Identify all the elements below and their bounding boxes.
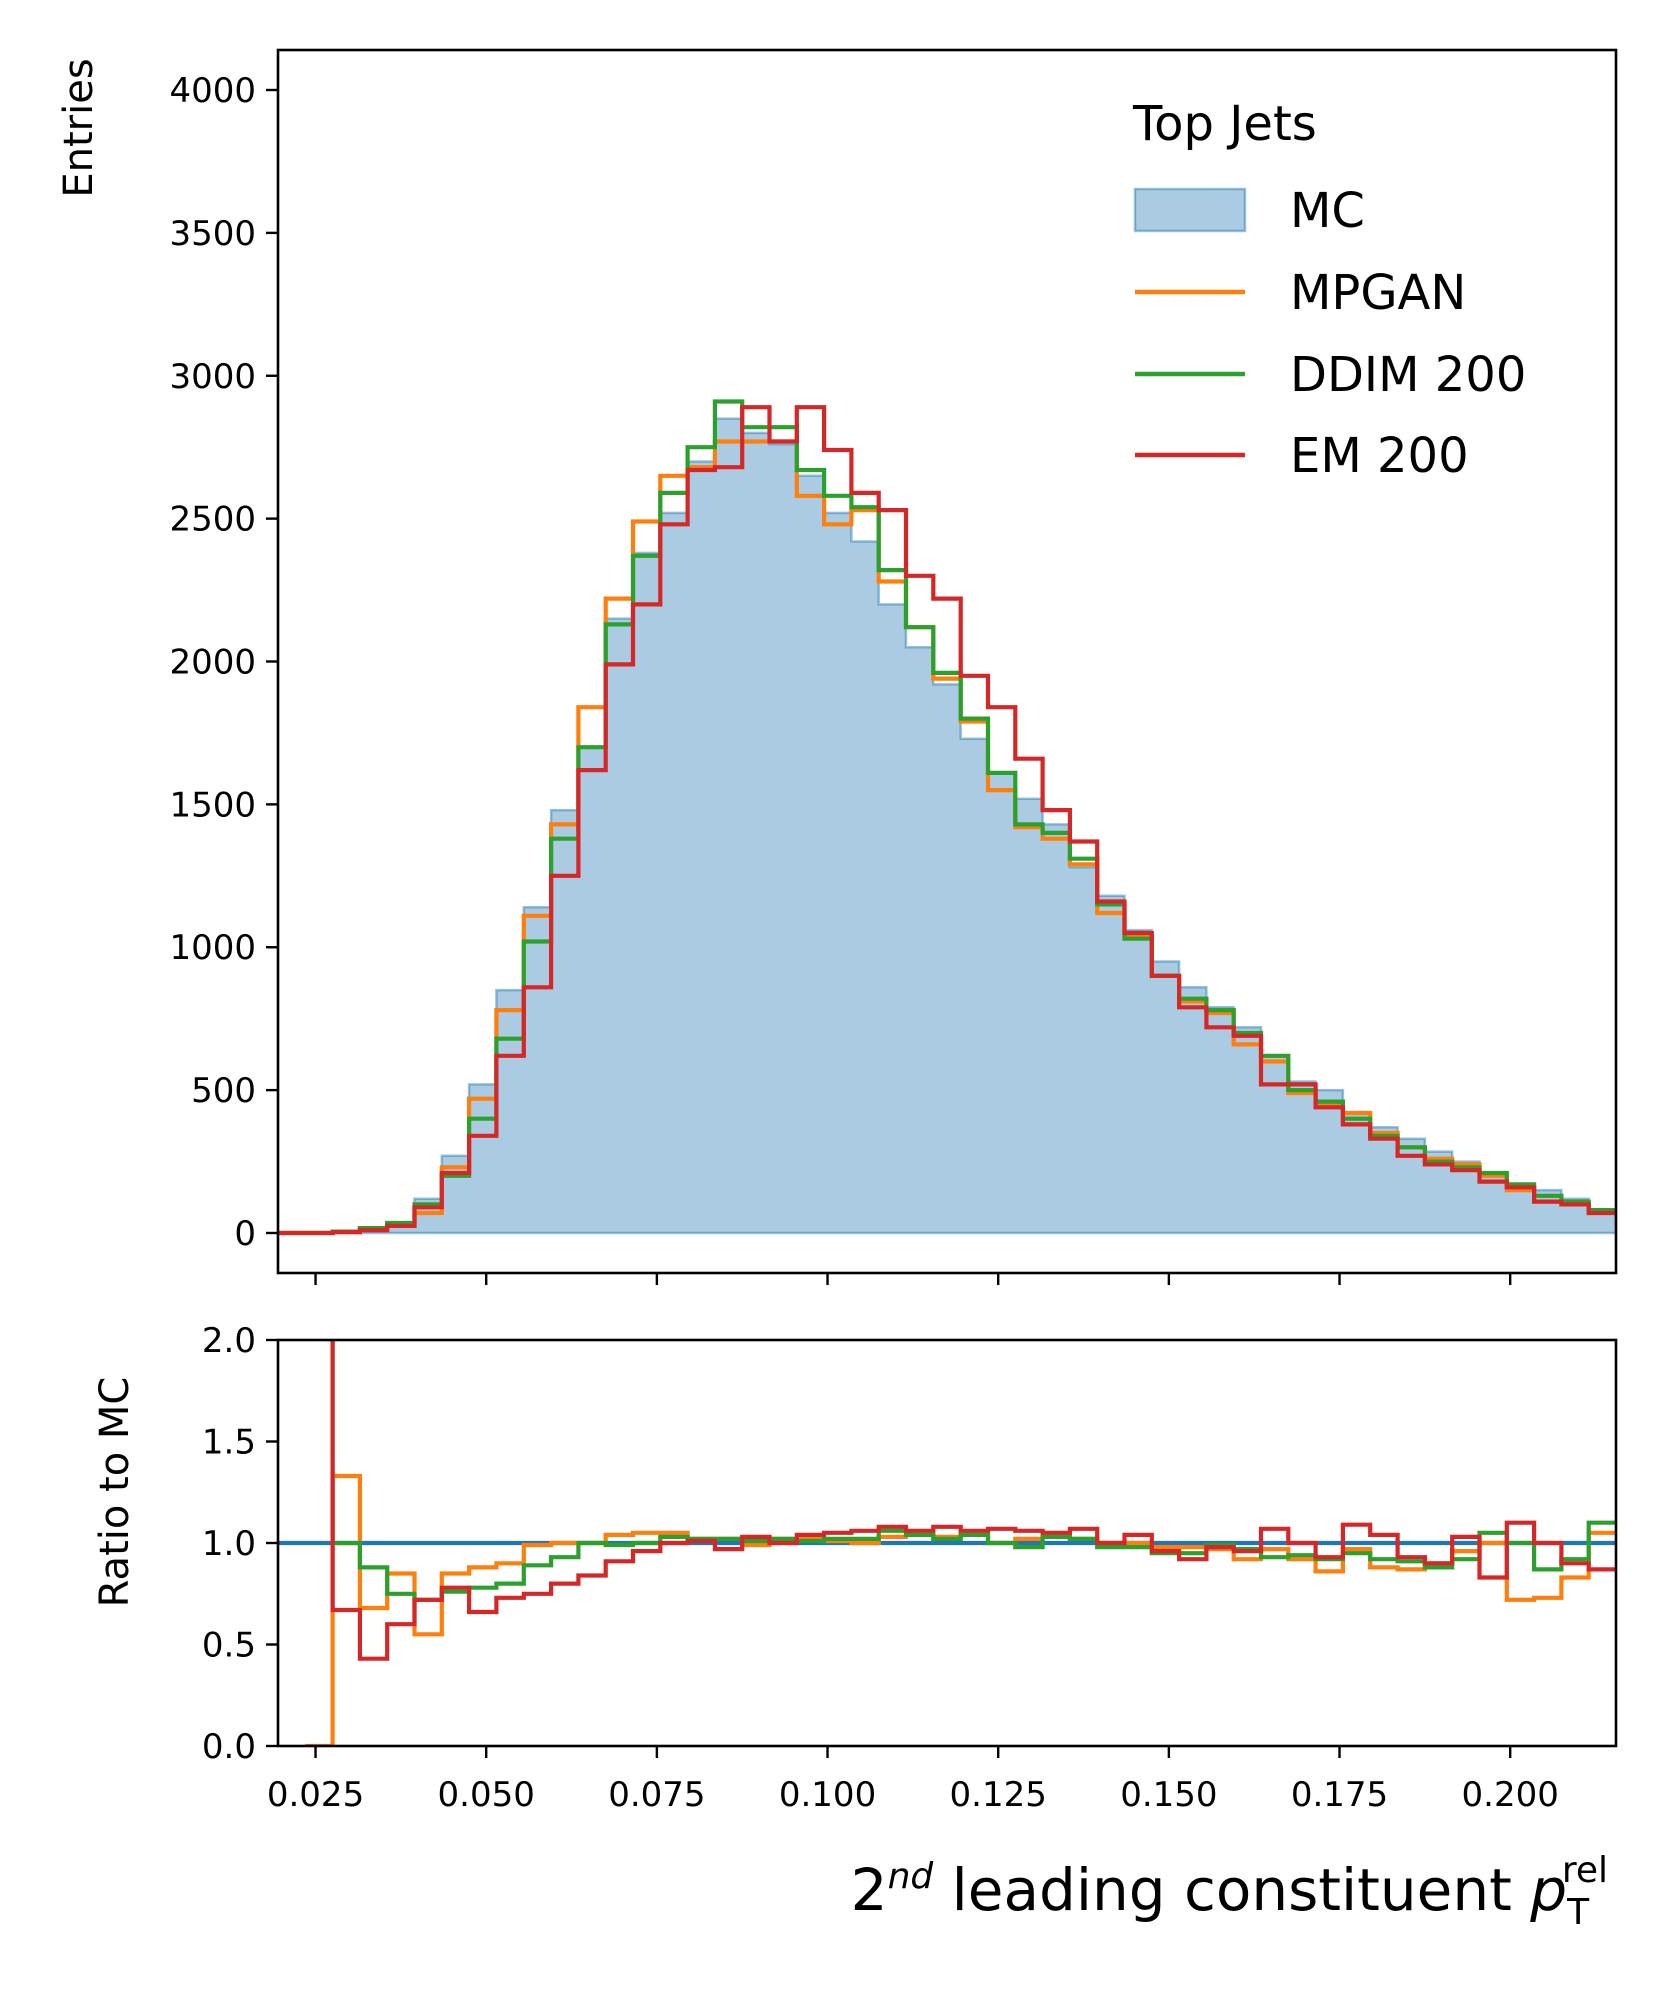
legend: Top Jets MC MPGAN DDIM 200 EM 200 [1132, 96, 1526, 484]
ratio-series-em-200-line [330, 1340, 1616, 1661]
ytick-label-ratio-1.0: 1.0 [202, 1524, 256, 1564]
xtick-label-0.175: 0.175 [1291, 1775, 1388, 1815]
legend-label-ddim-200: DDIM 200 [1290, 347, 1526, 403]
main-plot-area [278, 399, 1616, 1236]
legend-label-mpgan: MPGAN [1290, 265, 1466, 321]
xtick-label-0.150: 0.150 [1120, 1775, 1217, 1815]
ratio-series-ddim-200-line [330, 1340, 1616, 1602]
legend-swatch-mc [1133, 187, 1247, 233]
ytick-label-main-2000: 2000 [169, 643, 256, 683]
ytick-label-main-2500: 2500 [169, 500, 256, 540]
xtick-label-0.075: 0.075 [608, 1775, 705, 1815]
xtick-label-0.025: 0.025 [267, 1775, 364, 1815]
legend-label-mc: MC [1290, 183, 1365, 239]
ytick-label-main-0: 0 [234, 1214, 256, 1254]
main-histogram-panel: 0 500 1000 1500 2000 2500 3000 3500 4000 [169, 48, 1618, 1285]
ytick-label-main-3500: 3500 [169, 214, 256, 254]
xtick-label-0.125: 0.125 [950, 1775, 1047, 1815]
ratio-plot-area [278, 1340, 1616, 1746]
legend-title: Top Jets [1132, 96, 1317, 152]
xtick-label-0.100: 0.100 [779, 1775, 876, 1815]
ytick-label-main-500: 500 [191, 1071, 256, 1111]
ytick-label-ratio-1.5: 1.5 [202, 1423, 256, 1463]
y-axis-label-ratio: Ratio to MC [92, 1377, 138, 1608]
x-axis-label: 2nd leading constituent pTrel [851, 1850, 1608, 1933]
y-axis-label-entries: Entries [56, 58, 102, 197]
ratio-panel: 0.0 0.5 1.0 1.5 2.0 0.025 0.050 0.075 0.100 0.125… [202, 1321, 1618, 1815]
ytick-label-ratio-2.0: 2.0 [202, 1321, 256, 1361]
ratio-series-mpgan-line [305, 1473, 1616, 1746]
ytick-label-main-4000: 4000 [169, 71, 256, 111]
ytick-label-main-1500: 1500 [169, 785, 256, 825]
legend-label-em-200: EM 200 [1290, 428, 1469, 484]
xtick-label-0.050: 0.050 [438, 1775, 535, 1815]
xtick-label-0.200: 0.200 [1462, 1775, 1559, 1815]
series-mc-fill [278, 417, 1616, 1235]
series-em-200-line [278, 405, 1616, 1236]
ytick-label-main-1000: 1000 [169, 928, 256, 968]
ytick-label-ratio-0.0: 0.0 [202, 1727, 256, 1767]
ytick-label-main-3000: 3000 [169, 357, 256, 397]
ytick-label-ratio-0.5: 0.5 [202, 1626, 256, 1666]
